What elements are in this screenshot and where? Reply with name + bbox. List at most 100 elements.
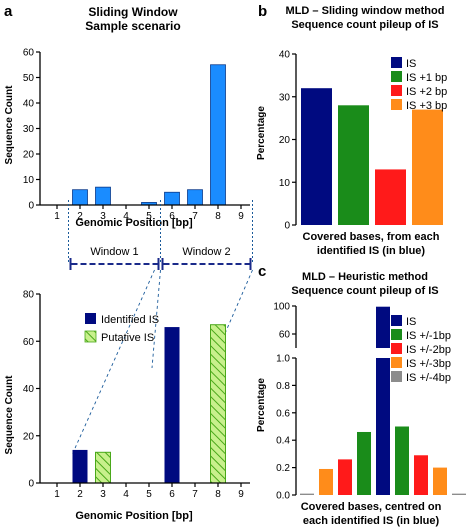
y-axis: 0.0 0.2 0.4 0.6 0.8 1.0 60 100 xyxy=(273,302,297,502)
x-tick-label: 5 xyxy=(146,489,152,500)
x-tick-label: 6 xyxy=(169,211,175,222)
x-tick-label: 1 xyxy=(54,211,60,222)
bars xyxy=(300,306,466,495)
legend-label: IS +/-3bp xyxy=(406,358,451,370)
legend-swatch xyxy=(391,99,402,110)
y-tick-label: 20 xyxy=(23,150,35,161)
legend-label: IS xyxy=(406,316,416,328)
y-tick-label: 40 xyxy=(279,50,291,61)
y-tick-label: 20 xyxy=(23,431,35,442)
legend-swatch xyxy=(391,329,402,340)
x-axis-label-line2: identified IS (in blue) xyxy=(317,245,426,257)
y-tick-label: 60 xyxy=(23,48,35,59)
y-axis-label: Percentage xyxy=(256,106,267,160)
legend-swatch xyxy=(391,357,402,368)
bar xyxy=(338,105,369,225)
window-annotations: Window 1 Window 2 xyxy=(68,200,253,456)
x-tick-label: 9 xyxy=(238,489,244,500)
panel-a-subtitle: Sample scenario xyxy=(85,19,180,33)
bar-identified xyxy=(164,327,180,483)
y-tick-label: 0 xyxy=(284,221,290,232)
y-tick-label: 60 xyxy=(23,337,35,348)
bar-identified xyxy=(72,449,88,483)
y-axis-label: Sequence Count xyxy=(4,85,15,165)
x-axis-label-line2: each identified IS (in blue) xyxy=(303,515,440,527)
y-tick-label: 1.0 xyxy=(276,354,290,365)
y-axis: 0 10 20 30 40 xyxy=(279,50,297,232)
legend-swatch xyxy=(391,371,402,382)
x-tick-label: 4 xyxy=(123,489,129,500)
x-tick-label: 4 xyxy=(123,211,129,222)
y-tick-label: 0.0 xyxy=(276,491,290,502)
panel-c-subtitle: Sequence count pileup of IS xyxy=(291,285,438,297)
panel-a-top: a Sliding Window Sample scenario 0102030… xyxy=(4,3,253,456)
y-axis: 0 10 20 30 40 50 60 xyxy=(23,48,41,212)
window-label: Window 2 xyxy=(182,246,230,258)
x-axis: 1 2 3 4 5 6 7 8 9 xyxy=(40,204,250,222)
panel-c-letter: c xyxy=(258,263,266,280)
legend-swatch xyxy=(391,57,402,68)
y-tick-label: 20 xyxy=(279,135,291,146)
bar xyxy=(433,467,447,495)
legend: IS IS +/-1bp IS +/-2bp IS +/-3bp IS +/-4bp xyxy=(391,315,451,384)
legend: IS IS +1 bp IS +2 bp IS +3 bp xyxy=(391,57,447,112)
y-tick-label: 30 xyxy=(279,92,291,103)
bar xyxy=(95,186,111,206)
x-tick-label: 2 xyxy=(77,211,83,222)
x-tick-label: 5 xyxy=(146,211,152,222)
bar xyxy=(319,468,333,495)
y-tick-label: 0 xyxy=(28,479,34,490)
y-tick-label: 100 xyxy=(273,302,290,313)
bar xyxy=(452,493,466,495)
panel-c: c MLD – Heuristic method Sequence count … xyxy=(256,263,466,527)
bar xyxy=(301,88,332,225)
x-tick-label: 8 xyxy=(215,489,221,500)
legend-label: IS +/-2bp xyxy=(406,344,451,356)
legend-label: IS +1 bp xyxy=(406,72,447,84)
bar xyxy=(338,459,352,495)
y-axis: 0 20 40 60 80 xyxy=(23,290,41,490)
legend-swatch xyxy=(391,343,402,354)
x-tick-label: 7 xyxy=(192,211,198,222)
bars xyxy=(301,88,443,225)
x-tick-label: 7 xyxy=(192,489,198,500)
bars xyxy=(72,324,226,484)
x-tick-label: 2 xyxy=(77,489,83,500)
y-tick-label: 40 xyxy=(23,384,35,395)
bar xyxy=(72,189,88,206)
x-axis-label: Genomic Position [bp] xyxy=(75,217,193,229)
x-tick-label: 3 xyxy=(100,489,106,500)
legend-swatch-identified xyxy=(85,313,96,324)
y-tick-label: 0.8 xyxy=(276,381,290,392)
x-axis-label: Genomic Position [bp] xyxy=(75,510,193,522)
x-tick-label: 6 xyxy=(169,489,175,500)
x-axis: 1 2 3 4 5 6 7 8 9 xyxy=(40,482,250,500)
y-tick-label: 10 xyxy=(279,178,291,189)
legend-swatch xyxy=(391,71,402,82)
legend-label: IS +2 bp xyxy=(406,86,447,98)
x-tick-label: 9 xyxy=(238,211,244,222)
panel-c-title: MLD – Heuristic method xyxy=(302,271,428,283)
y-tick-label: 0 xyxy=(28,201,34,212)
bar xyxy=(412,109,443,225)
bar xyxy=(210,64,226,206)
bar xyxy=(414,455,428,495)
legend-label-putative: Putative IS xyxy=(101,332,154,344)
legend-swatch xyxy=(391,85,402,96)
y-tick-label: 30 xyxy=(23,124,35,135)
y-tick-label: 60 xyxy=(279,330,291,341)
connector-line xyxy=(71,269,155,456)
bar xyxy=(187,189,203,206)
x-tick-label: 3 xyxy=(100,211,106,222)
legend-label: IS xyxy=(406,58,416,70)
y-axis-label: Percentage xyxy=(256,378,267,432)
bar-putative xyxy=(95,451,111,484)
bar xyxy=(300,493,314,495)
x-axis-label-line1: Covered bases, from each xyxy=(303,231,440,243)
legend-swatch-putative xyxy=(84,330,97,343)
bar xyxy=(395,426,409,495)
bar-putative xyxy=(210,324,226,484)
bar xyxy=(375,169,406,225)
y-axis-label: Sequence Count xyxy=(4,375,15,455)
